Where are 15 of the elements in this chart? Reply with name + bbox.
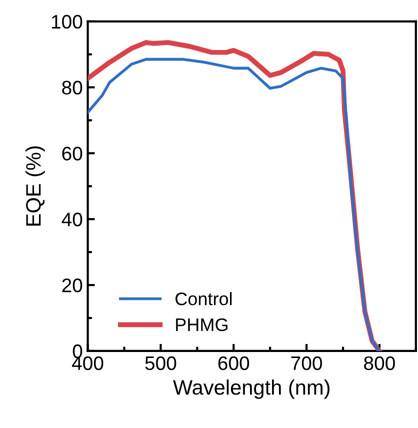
x-tick-label: 600 — [218, 356, 250, 370]
y-tick-label: 20 — [62, 278, 82, 292]
y-tick-label: 60 — [62, 146, 82, 160]
y-tick-label: 100 — [52, 14, 82, 29]
x-tick-label: 500 — [145, 356, 176, 370]
y-tick-label: 40 — [62, 212, 82, 226]
legend-label: Control — [176, 292, 232, 306]
x-tick-label: 400 — [72, 356, 104, 370]
y-tick-label: 0 — [72, 344, 82, 358]
y-axis-title: EQE (%) — [26, 146, 45, 226]
x-tick-label: 800 — [364, 356, 395, 370]
y-tick-label: 80 — [62, 80, 82, 95]
x-axis-title: Wavelength (nm) — [173, 380, 330, 399]
legend-label: PHMG — [176, 318, 228, 332]
x-tick-label: 700 — [291, 356, 322, 370]
